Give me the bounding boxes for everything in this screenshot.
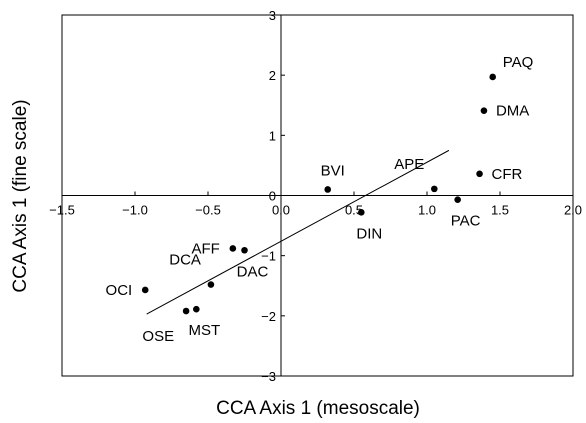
y-tick-label: 1	[269, 128, 276, 143]
data-point-dca	[207, 281, 215, 288]
data-point-aff	[229, 245, 237, 252]
data-point-dma	[480, 107, 488, 114]
point-label-cfr: CFR	[492, 166, 523, 183]
point-label-ose: OSE	[142, 328, 174, 345]
x-tick-label: −0.5	[195, 203, 221, 218]
y-tick-label: 3	[269, 8, 276, 23]
data-point-pac	[454, 196, 461, 204]
y-axis-ticks: −3 −2 −1 0 1 2 3	[261, 8, 285, 384]
x-axis-ticks: −1.5 −1.0 −0.5 0.0 0.5 1.0 1.5 2.0	[49, 191, 582, 218]
point-label-dac: DAC	[237, 263, 269, 280]
data-point-paq	[489, 73, 497, 81]
y-tick-label: 0	[269, 189, 276, 204]
point-label-bvi: BVI	[321, 162, 345, 179]
point-label-paq: PAQ	[503, 54, 534, 71]
data-point-ose	[182, 307, 190, 315]
point-label-dma: DMA	[496, 103, 529, 120]
data-points: PAQ DMA CFR PAC APE DIN BVI AFF DAC DCA MST OSE OCI	[106, 54, 534, 345]
data-point-mst	[193, 305, 200, 313]
x-axis-title: CCA Axis 1 (mesoscale)	[216, 398, 420, 419]
data-point-cfr	[476, 170, 483, 178]
x-tick-label: −1.5	[49, 203, 75, 218]
y-tick-label: −1	[261, 249, 276, 264]
data-point-ape	[431, 185, 438, 193]
data-point-oci	[141, 286, 149, 294]
data-point-din	[358, 209, 365, 216]
point-label-aff: AFF	[191, 240, 219, 257]
point-label-pac: PAC	[451, 213, 481, 230]
point-label-ape: APE	[394, 156, 424, 173]
y-tick-label: 2	[269, 68, 276, 83]
y-tick-label: −3	[261, 369, 276, 384]
x-tick-label: 1.0	[418, 203, 436, 218]
x-tick-label: 1.5	[491, 203, 509, 218]
point-label-din: DIN	[356, 225, 382, 242]
data-point-dac	[241, 246, 248, 254]
x-tick-label: 0.0	[272, 203, 290, 218]
point-label-mst: MST	[188, 322, 220, 339]
regression-line	[146, 149, 450, 315]
data-point-bvi	[324, 186, 332, 193]
x-tick-label: 2.0	[564, 203, 582, 218]
y-tick-label: −2	[261, 309, 276, 324]
y-axis-title: CCA Axis 1 (fine scale)	[10, 99, 31, 292]
point-label-dca: DCA	[169, 252, 201, 269]
point-label-oci: OCI	[106, 282, 133, 299]
x-tick-label: −1.0	[122, 203, 148, 218]
